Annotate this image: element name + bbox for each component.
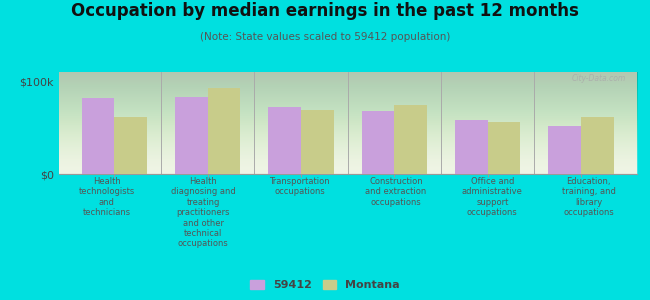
Bar [114, 116, 147, 174]
Bar [268, 107, 301, 174]
Text: Health
technologists
and
technicians: Health technologists and technicians [79, 177, 135, 217]
Bar [455, 120, 488, 174]
Text: Transportation
occupations: Transportation occupations [269, 177, 330, 197]
Text: (Note: State values scaled to 59412 population): (Note: State values scaled to 59412 popu… [200, 32, 450, 41]
Text: Education,
training, and
library
occupations: Education, training, and library occupat… [562, 177, 616, 217]
Bar [362, 111, 395, 174]
Bar [82, 98, 114, 174]
Bar [208, 88, 240, 174]
Bar [549, 126, 581, 174]
Bar [488, 122, 521, 174]
Text: Office and
administrative
support
occupations: Office and administrative support occupa… [462, 177, 523, 217]
Text: Occupation by median earnings in the past 12 months: Occupation by median earnings in the pas… [71, 2, 579, 20]
Bar [175, 97, 208, 174]
Text: Health
diagnosing and
treating
practitioners
and other
technical
occupations: Health diagnosing and treating practitio… [171, 177, 235, 248]
Bar [301, 110, 333, 174]
Text: City-Data.com: City-Data.com [571, 74, 625, 83]
Bar [581, 116, 614, 174]
Legend: 59412, Montana: 59412, Montana [246, 275, 404, 294]
Bar [395, 105, 427, 174]
Text: Construction
and extraction
occupations: Construction and extraction occupations [365, 177, 426, 207]
